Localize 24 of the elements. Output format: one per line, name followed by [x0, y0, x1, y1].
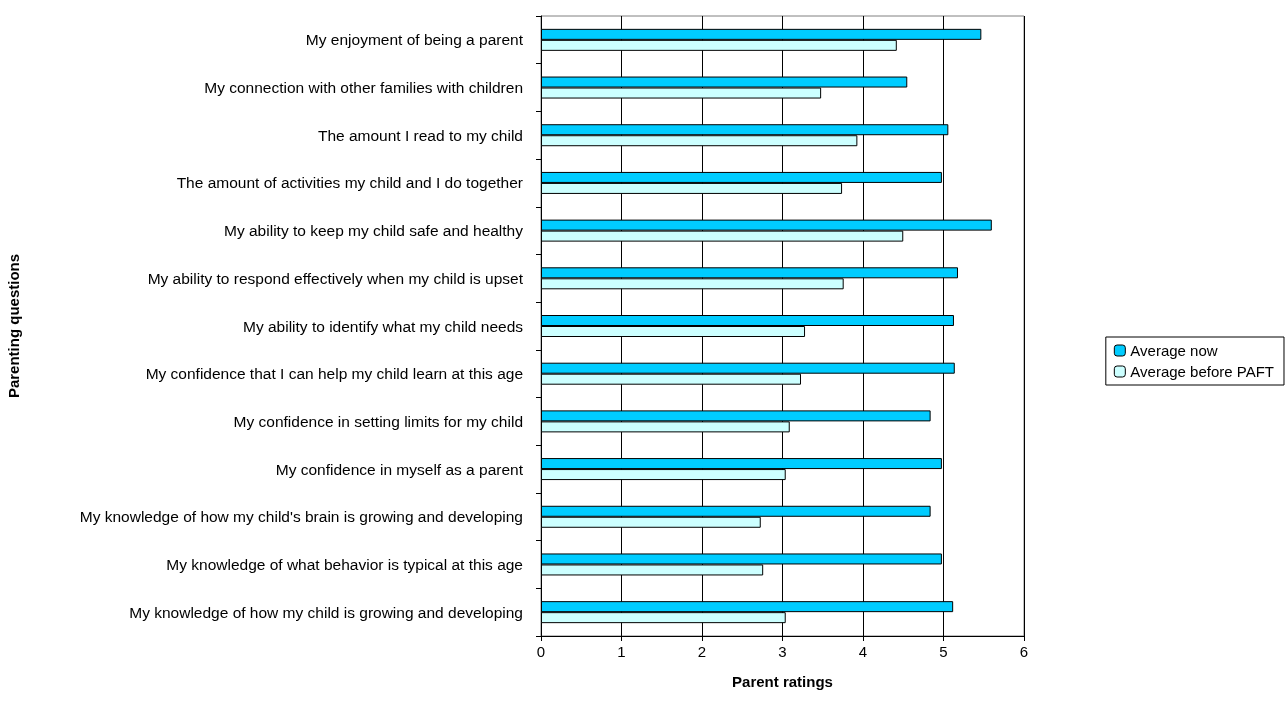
- x-tick-label: 0: [536, 643, 546, 660]
- y-tick-label: My confidence in myself as a parent: [275, 460, 524, 478]
- x-axis-title: Parent ratings: [732, 673, 833, 690]
- y-axis-title: Parenting questions: [5, 253, 22, 399]
- x-tick-label: 5: [939, 643, 948, 660]
- y-tick-label: My enjoyment of being a parent: [305, 31, 524, 49]
- y-tick-label: The amount of activities my child and I do together: [176, 174, 523, 192]
- y-tick-label: My connection with other families with children: [204, 79, 523, 97]
- y-tick-label: My ability to respond effectively when my child is upset: [147, 269, 524, 287]
- y-tick-label: My knowledge of what behavior is typical at this age: [166, 555, 523, 573]
- y-tick-label: My ability to identify what my child needs: [243, 317, 524, 335]
- y-tick-label: My confidence that I can help my child learn at this age: [145, 365, 523, 383]
- legend-label: Average now: [1130, 342, 1218, 359]
- y-tick-label: My confidence in setting limits for my child: [233, 412, 523, 430]
- x-tick-label: 6: [1019, 643, 1029, 660]
- y-tick-label: The amount I read to my child: [317, 126, 523, 144]
- y-tick-label: My knowledge of how my child's brain is growing and developing: [79, 508, 523, 526]
- y-tick-label: My ability to keep my child safe and healthy: [224, 222, 524, 240]
- x-tick-label: 1: [617, 643, 626, 660]
- y-tick-label: My knowledge of how my child is growing and developing: [129, 603, 523, 621]
- x-tick-label: 2: [697, 643, 707, 660]
- x-tick-label: 3: [778, 643, 787, 660]
- x-tick-label: 4: [858, 643, 868, 660]
- legend-label: Average before PAFT: [1130, 363, 1274, 380]
